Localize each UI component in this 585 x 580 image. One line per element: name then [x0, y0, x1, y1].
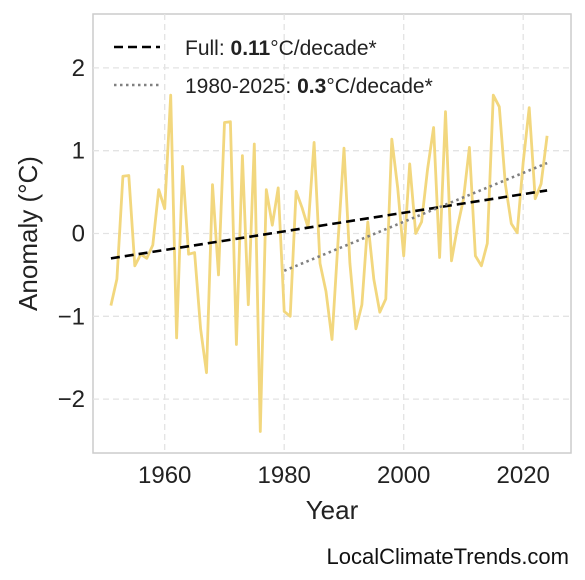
legend-recent-suffix: °C/decade* — [326, 75, 432, 98]
x-tick-label: 1980 — [258, 462, 311, 489]
full-trend-line — [110, 189, 548, 260]
y-tick-label: −2 — [58, 386, 85, 413]
legend-entry-recent: 1980-2025: 0.3°C/decade* — [185, 75, 433, 98]
legend-recent-value: 0.3 — [297, 75, 326, 98]
tick-labels: 1960 1980 2000 2020 −2 −1 0 1 2 — [58, 55, 550, 489]
legend-full-suffix: °C/decade* — [270, 37, 376, 60]
anomaly-series-line — [109, 93, 549, 433]
legend: Full: 0.11°C/decade* 1980-2025: 0.3°C/de… — [114, 37, 433, 98]
y-tick-label: 0 — [72, 221, 85, 248]
x-tick-label: 1960 — [138, 462, 191, 489]
x-tick-label: 2020 — [497, 462, 550, 489]
legend-full-value: 0.11 — [231, 37, 271, 60]
x-tick-label: 2000 — [377, 462, 430, 489]
y-tick-label: 2 — [72, 55, 85, 82]
legend-recent-prefix: 1980-2025: — [185, 75, 297, 98]
grid — [93, 14, 571, 453]
y-axis-title: Anomaly (°C) — [13, 156, 43, 311]
y-tick-label: 1 — [72, 138, 85, 165]
legend-entry-full: Full: 0.11°C/decade* — [185, 37, 377, 60]
site-watermark: LocalClimateTrends.com — [326, 544, 570, 569]
x-axis-title: Year — [306, 495, 359, 525]
y-tick-label: −1 — [58, 303, 85, 330]
legend-full-prefix: Full: — [185, 37, 231, 60]
series-layer — [109, 93, 549, 433]
